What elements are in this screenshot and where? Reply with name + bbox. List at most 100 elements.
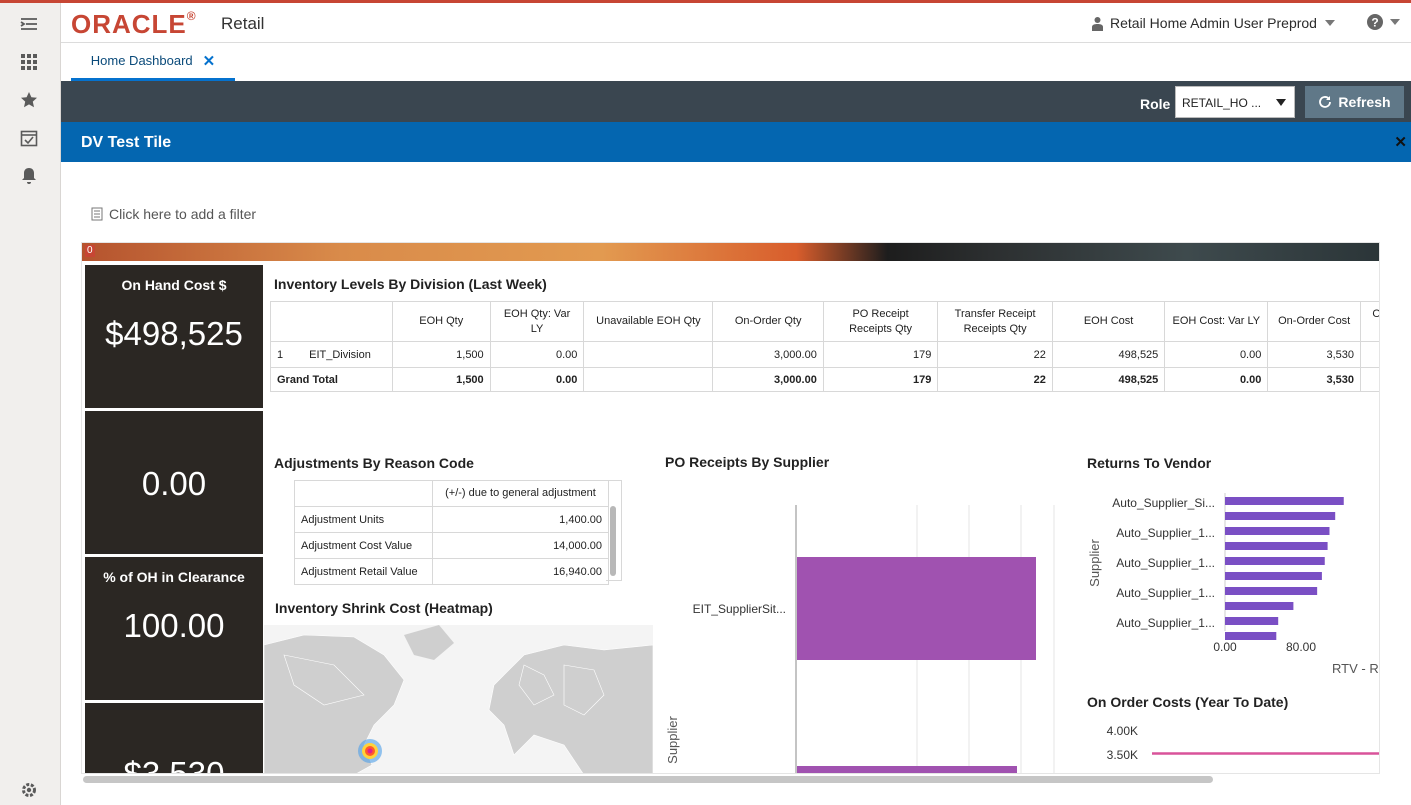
grand-total-row: Grand Total 1,500 0.00 3,000.00 179 22 498,525… xyxy=(270,367,1379,392)
kpi-value: $3,530 xyxy=(123,755,225,774)
inventory-title: Inventory Levels By Division (Last Week) xyxy=(274,276,547,292)
tick-label: 80.00 xyxy=(1286,640,1316,654)
table-header-row: EOH Qty EOH Qty: Var LY Unavailable EOH Qt… xyxy=(270,301,1379,342)
column-header: Unavailable EOH Qty xyxy=(583,301,714,342)
tab-home-dashboard[interactable]: Home Dashboard ✕ xyxy=(71,43,235,81)
returns-to-vendor-chart[interactable]: Auto_Supplier_Si... Auto_Supplier_1... Aut… xyxy=(1082,481,1380,673)
filter-icon xyxy=(91,207,103,221)
add-filter[interactable]: Click here to add a filter xyxy=(91,206,256,222)
on-order-costs-chart[interactable]: 4.00K 3.50K 3.00K xyxy=(1082,715,1380,774)
bar[interactable] xyxy=(1225,497,1344,505)
category-label: Auto_Supplier_1... xyxy=(1116,586,1215,600)
kpi-tile[interactable]: On Hand Cost $ $498,525 xyxy=(85,265,263,408)
close-icon[interactable]: ✕ xyxy=(1394,134,1407,151)
chevron-down-icon xyxy=(1324,20,1335,26)
heatmap-map[interactable] xyxy=(264,625,653,774)
tab-label: Home Dashboard xyxy=(90,53,193,68)
bar[interactable] xyxy=(1225,557,1325,565)
row-label: Adjustment Units xyxy=(294,506,433,533)
kpi-title: On Hand Cost $ xyxy=(121,277,227,293)
cell-value: 498,525 xyxy=(1051,341,1166,368)
cell-value: 0.00 xyxy=(1164,341,1269,368)
table-row: Adjustment Cost Value 14,000.00 xyxy=(294,532,609,559)
menu-toggle-icon[interactable] xyxy=(14,11,44,37)
column-header: PO Receipt Receipts Qty xyxy=(822,301,939,342)
bar[interactable] xyxy=(1225,572,1322,580)
tab-bar: Home Dashboard ✕ xyxy=(61,43,1411,81)
settings-gear-icon[interactable] xyxy=(14,777,44,803)
chart-title: PO Receipts By Supplier xyxy=(665,454,830,470)
chevron-down-icon xyxy=(1390,19,1400,25)
scroll-thumb[interactable] xyxy=(610,506,616,576)
apps-grid-icon[interactable] xyxy=(14,49,44,75)
kpi-value: $498,525 xyxy=(105,315,243,352)
table-row: 1 EIT_Division 1,500 0.00 3,000.00 179 22 498,5… xyxy=(270,341,1379,368)
bar[interactable] xyxy=(1225,602,1294,610)
dropdown-caret-icon xyxy=(1276,99,1286,106)
po-receipts-chart[interactable]: EIT_SupplierSit... Supplier xyxy=(665,475,1057,774)
app-header: ORACLE® Retail Retail Home Admin User Pr… xyxy=(61,3,1411,43)
cell-value xyxy=(583,367,714,392)
column-header: On-Order Cost: Var xyxy=(1360,301,1379,342)
horizontal-scroll-thumb[interactable] xyxy=(83,776,1213,783)
kpi-value: 100.00 xyxy=(123,607,225,644)
category-label: Auto_Supplier_1... xyxy=(1116,556,1215,570)
column-header: EOH Qty: Var LY xyxy=(489,301,585,342)
column-header: On-Order Cost xyxy=(1267,301,1362,342)
bar[interactable] xyxy=(1225,512,1336,520)
role-select[interactable]: RETAIL_HO ... xyxy=(1175,86,1295,118)
bar[interactable] xyxy=(797,557,1036,660)
favorites-star-icon[interactable] xyxy=(14,87,44,113)
refresh-icon xyxy=(1319,96,1332,108)
bar[interactable] xyxy=(1225,632,1277,640)
heatmap-title: Inventory Shrink Cost (Heatmap) xyxy=(275,600,493,616)
column-header: EOH Qty xyxy=(391,301,491,342)
canvas-banner: 0 xyxy=(82,243,1379,261)
column-header: On-Order Qty xyxy=(712,301,824,342)
inventory-table-wrap: EOH Qty EOH Qty: Var LY Unavailable EOH Qt… xyxy=(270,301,1379,392)
kpi-value: 0.00 xyxy=(141,465,207,502)
cell-value: 1,500 xyxy=(391,367,491,392)
kpi-tile[interactable]: % of OH in Clearance 100.00 xyxy=(85,557,263,700)
category-label: EIT_SupplierSit... xyxy=(693,602,786,616)
row-label: Adjustment Retail Value xyxy=(294,558,433,585)
tick-label: 0.00 xyxy=(1213,640,1237,654)
tile-title: DV Test Tile xyxy=(81,134,172,151)
bar[interactable] xyxy=(797,766,1017,774)
cell-value xyxy=(583,341,714,368)
tick-label: 3.50K xyxy=(1107,748,1138,762)
cell-value: 22 xyxy=(937,367,1053,392)
user-menu[interactable]: Retail Home Admin User Preprod xyxy=(1091,15,1337,31)
table-row: Adjustment Units 1,400.00 xyxy=(294,506,609,533)
inventory-table: EOH Qty EOH Qty: Var LY Unavailable EOH Qt… xyxy=(270,301,1379,392)
category-label: Auto_Supplier_Si... xyxy=(1112,496,1215,510)
kpi-tile[interactable]: $3,530 xyxy=(85,703,263,774)
kpi-tile[interactable]: 0.00 xyxy=(85,411,263,554)
adjustments-scrollbar[interactable] xyxy=(606,480,622,581)
tasks-calendar-icon[interactable] xyxy=(14,125,44,151)
refresh-button[interactable]: Refresh xyxy=(1305,86,1404,118)
role-value: RETAIL_HO ... xyxy=(1182,96,1262,110)
bar[interactable] xyxy=(1225,527,1330,535)
bar[interactable] xyxy=(1225,617,1279,625)
column-header: (+/-) due to general adjustment xyxy=(432,480,609,507)
banner-badge: 0 xyxy=(85,245,95,257)
column-header: Transfer Receipt Receipts Qty xyxy=(937,301,1053,342)
top-accent-line xyxy=(0,0,1411,3)
bar[interactable] xyxy=(1225,587,1318,595)
refresh-label: Refresh xyxy=(1338,94,1391,110)
svg-text:?: ? xyxy=(1371,16,1378,30)
bar[interactable] xyxy=(1225,542,1328,550)
cell-value: 498,525 xyxy=(1051,367,1166,392)
help-menu[interactable]: ? xyxy=(1366,13,1401,31)
axis-label: Supplier xyxy=(1087,538,1102,586)
cell-value: 16,940.00 xyxy=(432,558,609,585)
cell-value: 3,000.00 xyxy=(712,367,824,392)
grand-total-label: Grand Total xyxy=(270,367,393,392)
cell-value xyxy=(1360,367,1379,392)
notifications-bell-icon[interactable] xyxy=(14,163,44,189)
close-tab-icon[interactable]: ✕ xyxy=(202,52,216,70)
adjustments-title: Adjustments By Reason Code xyxy=(274,455,474,471)
adjustments-table: (+/-) due to general adjustment Adjustme… xyxy=(294,480,609,585)
cell-value: 179 xyxy=(822,367,939,392)
